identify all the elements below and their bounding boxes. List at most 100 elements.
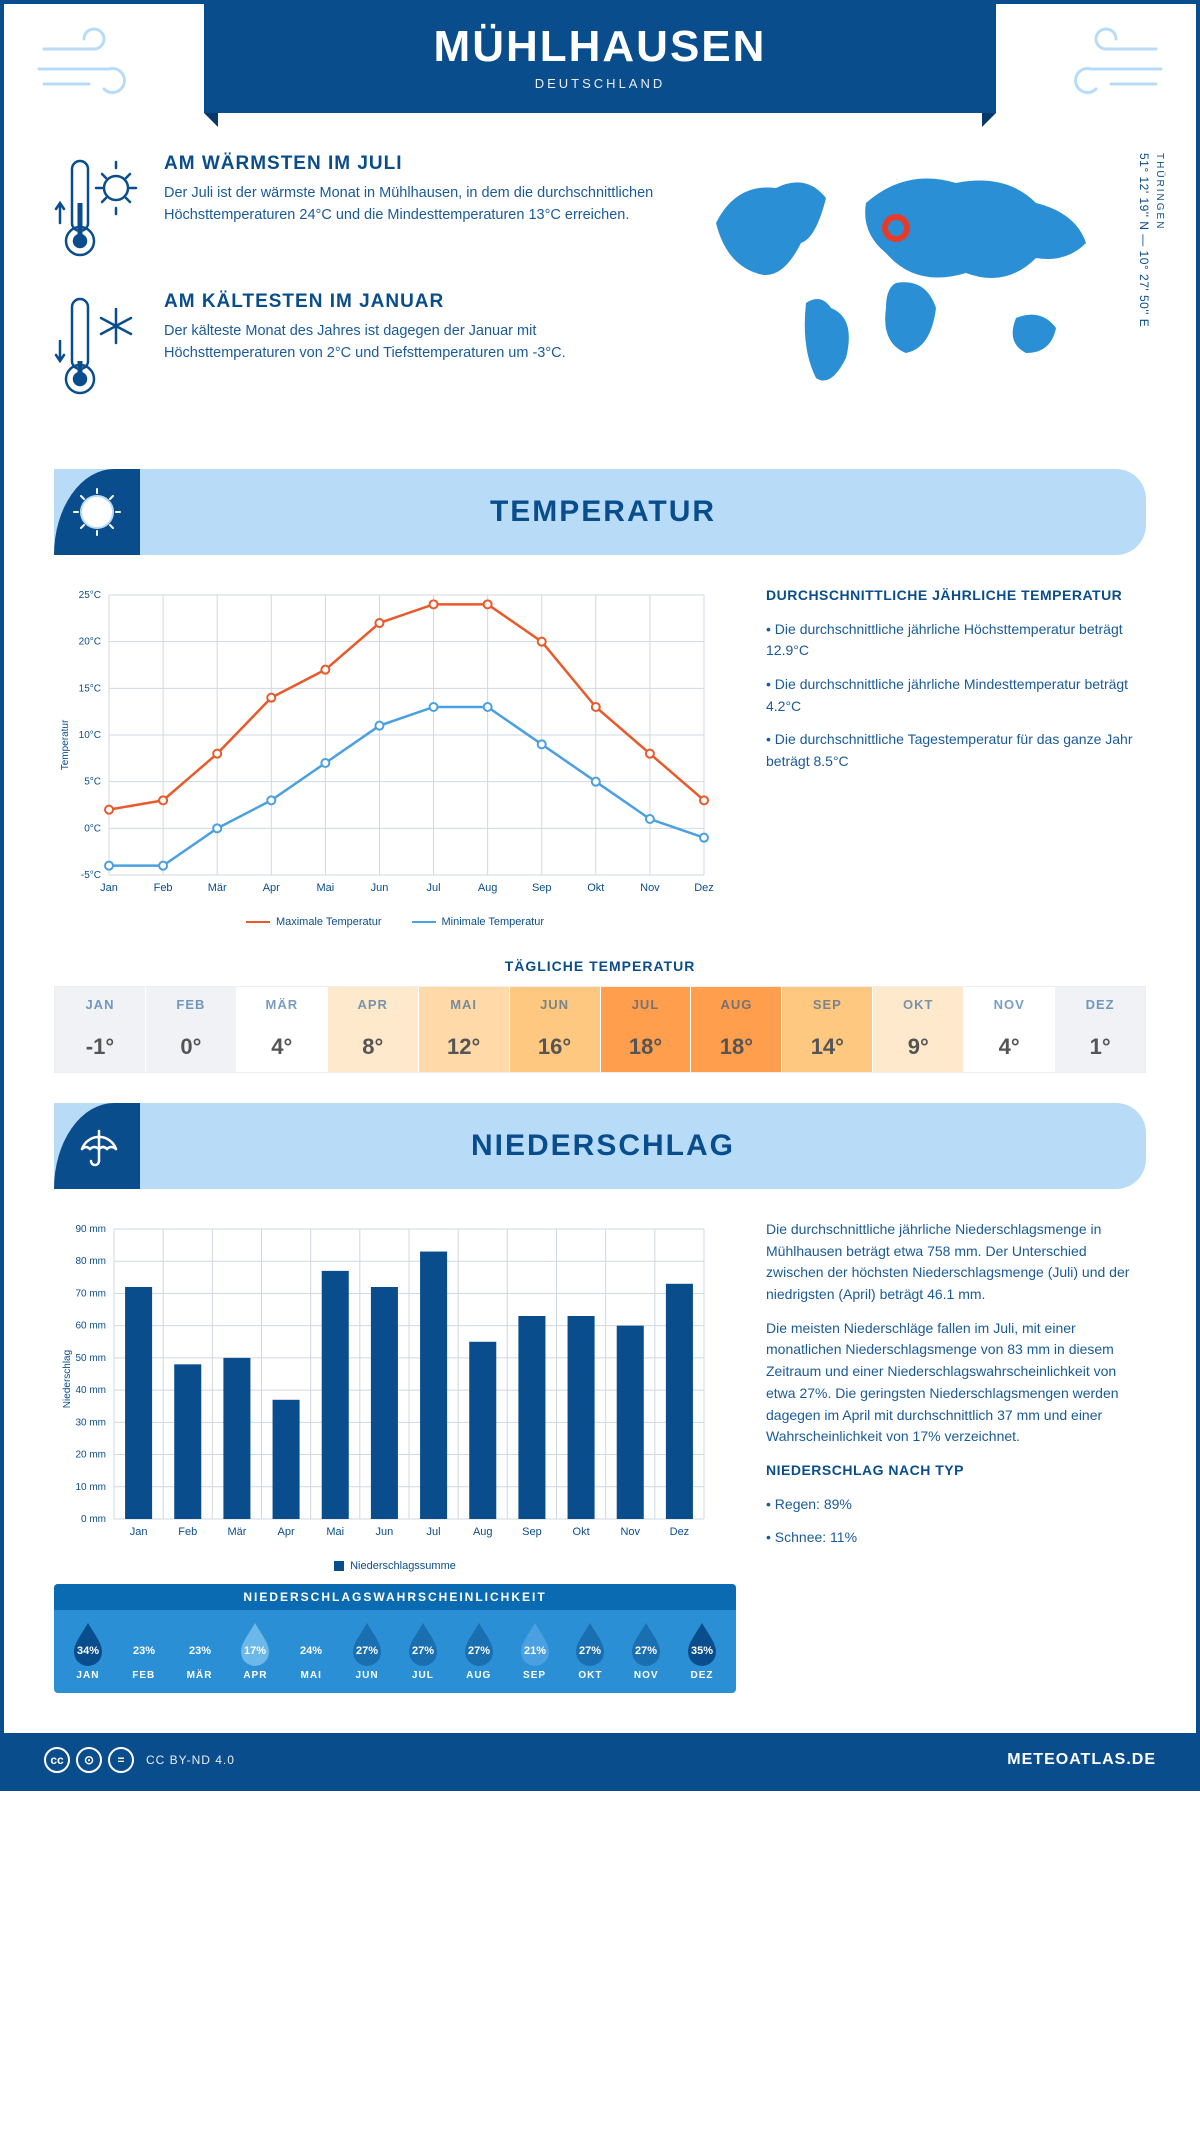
probability-drop: 34%JAN [62, 1620, 114, 1681]
temp-cell: AUG18° [691, 987, 782, 1072]
warmest-title: AM WÄRMSTEN IM JULI [164, 153, 656, 175]
precip-type-bullet: • Regen: 89% [766, 1494, 1146, 1516]
svg-text:Jul: Jul [427, 882, 441, 894]
license-icons: cc ⊙ = [44, 1747, 134, 1773]
coldest-fact: AM KÄLTESTEN IM JANUAR Der kälteste Mona… [54, 291, 656, 401]
svg-text:10 mm: 10 mm [75, 1482, 106, 1493]
probability-drop: 23%FEB [118, 1620, 170, 1681]
svg-text:27%: 27% [579, 1645, 601, 1657]
svg-text:Mär: Mär [208, 882, 227, 894]
temp-cell: JUL18° [601, 987, 692, 1072]
svg-text:Okt: Okt [573, 1526, 590, 1538]
legend-precip-label: Niederschlagssumme [350, 1560, 456, 1572]
svg-text:Mär: Mär [227, 1526, 246, 1538]
thermometer-cold-icon [54, 291, 144, 401]
svg-text:Okt: Okt [587, 882, 604, 894]
svg-text:17%: 17% [244, 1645, 266, 1657]
wind-icon [34, 24, 154, 104]
probability-drop: 27%AUG [453, 1620, 505, 1681]
svg-text:Jan: Jan [100, 882, 118, 894]
svg-text:90 mm: 90 mm [75, 1224, 106, 1235]
world-map: THÜRINGEN 51° 12' 19'' N — 10° 27' 50'' … [686, 153, 1146, 429]
footer-bar: cc ⊙ = CC BY-ND 4.0 METEOATLAS.DE [4, 1733, 1196, 1787]
svg-text:Nov: Nov [620, 1526, 640, 1538]
probability-drop: 27%JUN [341, 1620, 393, 1681]
svg-text:Apr: Apr [263, 882, 280, 894]
region-label: THÜRINGEN [1152, 153, 1166, 319]
probability-drop: 17%APR [229, 1620, 281, 1681]
svg-text:27%: 27% [356, 1645, 378, 1657]
temp-cell: MAI12° [419, 987, 510, 1072]
probability-drop: 23%MÄR [174, 1620, 226, 1681]
country-name: DEUTSCHLAND [204, 76, 996, 91]
precip-type-title: NIEDERSCHLAG NACH TYP [766, 1460, 1146, 1482]
svg-text:10°C: 10°C [79, 730, 101, 741]
temp-cell: FEB0° [146, 987, 237, 1072]
temp-cell: APR8° [328, 987, 419, 1072]
svg-text:70 mm: 70 mm [75, 1288, 106, 1299]
precipitation-title: NIEDERSCHLAG [140, 1129, 1146, 1163]
svg-text:Mai: Mai [326, 1526, 344, 1538]
temperature-summary: DURCHSCHNITTLICHE JÄHRLICHE TEMPERATUR •… [766, 585, 1146, 928]
svg-text:24%: 24% [300, 1645, 322, 1657]
probability-drop: 27%NOV [620, 1620, 672, 1681]
temp-bullet: • Die durchschnittliche jährliche Mindes… [766, 674, 1146, 717]
svg-text:25°C: 25°C [79, 590, 101, 601]
thermometer-hot-icon [54, 153, 144, 263]
temp-cell: MÄR4° [237, 987, 328, 1072]
legend-min-label: Minimale Temperatur [442, 916, 545, 928]
svg-text:0°C: 0°C [84, 823, 101, 834]
svg-text:27%: 27% [412, 1645, 434, 1657]
svg-text:Aug: Aug [478, 882, 498, 894]
probability-drop: 24%MAI [285, 1620, 337, 1681]
temp-legend: Maximale Temperatur Minimale Temperatur [54, 916, 736, 928]
svg-text:Dez: Dez [670, 1526, 690, 1538]
coldest-title: AM KÄLTESTEN IM JANUAR [164, 291, 656, 313]
warmest-text: Der Juli ist der wärmste Monat in Mühlha… [164, 183, 656, 227]
temp-cell: JUN16° [510, 987, 601, 1072]
svg-text:20 mm: 20 mm [75, 1450, 106, 1461]
title-banner: MÜHLHAUSEN DEUTSCHLAND [204, 4, 996, 113]
city-name: MÜHLHAUSEN [204, 22, 996, 72]
precipitation-bar-chart: 0 mm10 mm20 mm30 mm40 mm50 mm60 mm70 mm8… [54, 1219, 736, 1693]
svg-text:Temperatur: Temperatur [60, 719, 71, 770]
temperature-section-header: TEMPERATUR [54, 469, 1146, 555]
svg-text:21%: 21% [524, 1645, 546, 1657]
daily-temp-table: JAN-1°FEB0°MÄR4°APR8°MAI12°JUN16°JUL18°A… [54, 986, 1146, 1073]
precip-legend: Niederschlagssumme [54, 1560, 736, 1572]
precipitation-summary: Die durchschnittliche jährliche Niedersc… [766, 1219, 1146, 1693]
nd-icon: = [108, 1747, 134, 1773]
svg-text:80 mm: 80 mm [75, 1256, 106, 1267]
license-text: CC BY-ND 4.0 [146, 1753, 235, 1767]
svg-text:27%: 27% [468, 1645, 490, 1657]
svg-text:20°C: 20°C [79, 637, 101, 648]
svg-text:35%: 35% [691, 1645, 713, 1657]
svg-text:Apr: Apr [278, 1526, 295, 1538]
svg-text:50 mm: 50 mm [75, 1353, 106, 1364]
svg-text:40 mm: 40 mm [75, 1385, 106, 1396]
svg-text:Niederschlag: Niederschlag [62, 1350, 73, 1408]
svg-text:15°C: 15°C [79, 683, 101, 694]
site-credit: METEOATLAS.DE [1007, 1751, 1156, 1769]
precip-paragraph: Die meisten Niederschläge fallen im Juli… [766, 1318, 1146, 1448]
svg-text:Nov: Nov [640, 882, 660, 894]
precipitation-section-header: NIEDERSCHLAG [54, 1103, 1146, 1189]
svg-text:5°C: 5°C [84, 777, 101, 788]
probability-drop: 35%DEZ [676, 1620, 728, 1681]
probability-drop: 27%OKT [564, 1620, 616, 1681]
svg-text:Jun: Jun [376, 1526, 394, 1538]
umbrella-icon [72, 1121, 122, 1171]
svg-text:60 mm: 60 mm [75, 1321, 106, 1332]
svg-text:Aug: Aug [473, 1526, 493, 1538]
svg-text:23%: 23% [189, 1645, 211, 1657]
temp-cell: NOV4° [964, 987, 1055, 1072]
wind-icon [1046, 24, 1166, 104]
temp-cell: JAN-1° [55, 987, 146, 1072]
svg-text:Sep: Sep [522, 1526, 542, 1538]
probability-drop: 27%JUL [397, 1620, 449, 1681]
svg-text:Dez: Dez [694, 882, 714, 894]
warmest-fact: AM WÄRMSTEN IM JULI Der Juli ist der wär… [54, 153, 656, 263]
temp-cell: OKT9° [873, 987, 964, 1072]
by-icon: ⊙ [76, 1747, 102, 1773]
svg-text:23%: 23% [133, 1645, 155, 1657]
